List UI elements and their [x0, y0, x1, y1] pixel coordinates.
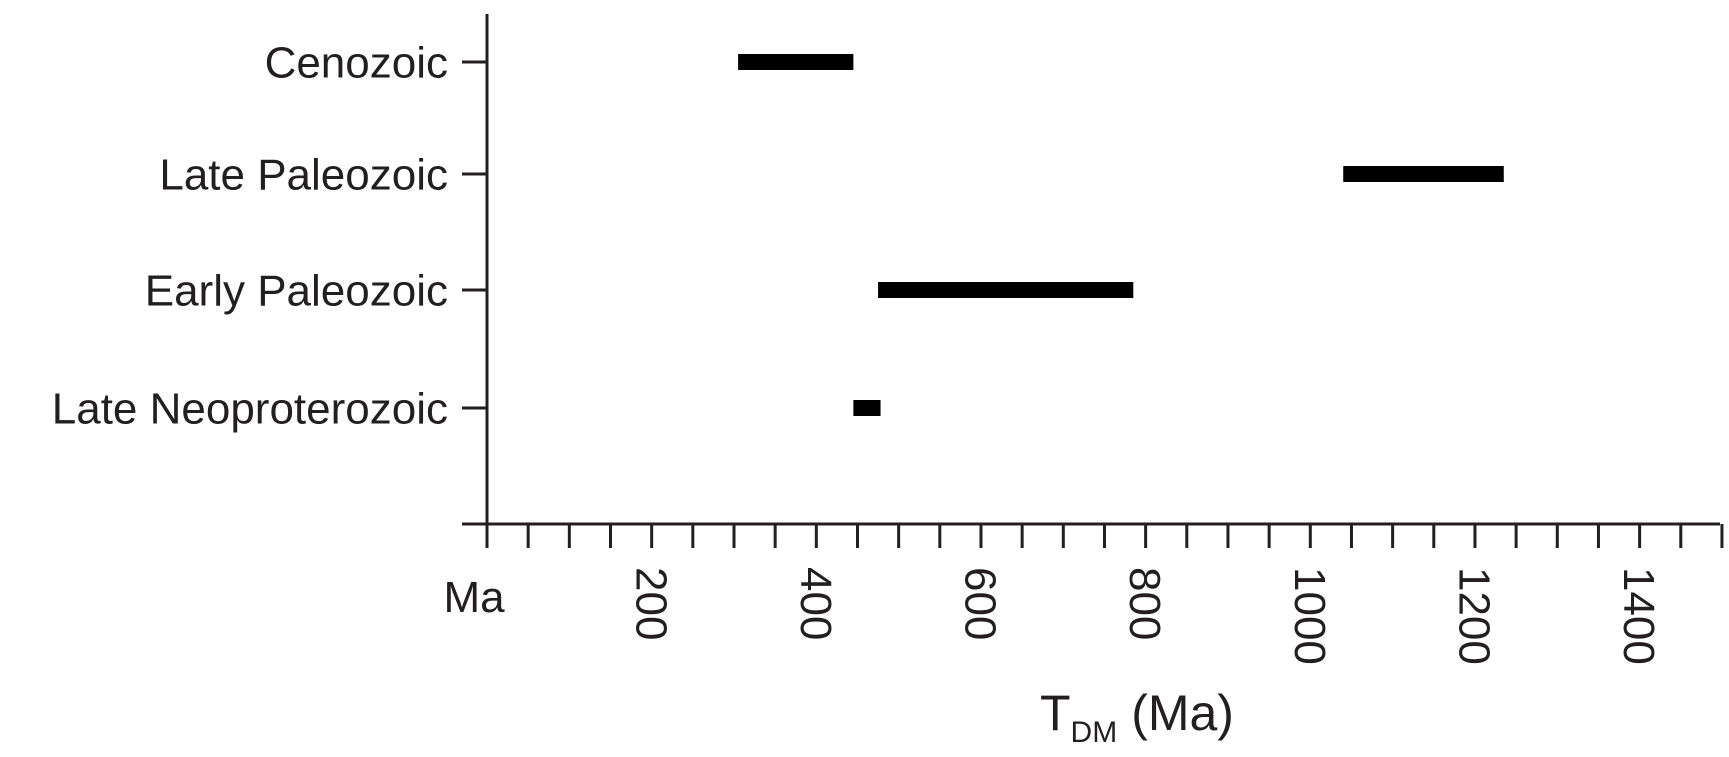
x-tick-label: 1000 — [1285, 567, 1334, 665]
bar-late-paleozoic — [1343, 166, 1504, 182]
category-label: Late Neoproterozoic — [52, 384, 448, 433]
x-axis-title-suffix: (Ma) — [1131, 685, 1234, 741]
x-tick-label: 1200 — [1450, 567, 1499, 665]
category-label: Late Paleozoic — [159, 150, 448, 199]
category-labels: Cenozoic Late Paleozoic Early Paleozoic Lat… — [52, 38, 448, 433]
x-origin-label: Ma — [443, 573, 505, 622]
x-tick-label: 800 — [1120, 567, 1169, 640]
x-tick-labels: 200 400 600 800 1000 1200 1400 — [626, 567, 1663, 665]
x-tick-label: 200 — [626, 567, 675, 640]
category-label: Early Paleozoic — [145, 266, 448, 315]
x-tick-label: 400 — [791, 567, 840, 640]
x-axis: 200 400 600 800 1000 1200 1400 Ma — [443, 522, 1724, 665]
bar-cenozoic — [738, 54, 854, 70]
y-ticks — [462, 60, 487, 526]
category-label: Cenozoic — [265, 38, 448, 87]
x-ticks — [485, 524, 1724, 548]
range-bars — [738, 54, 1504, 416]
x-axis-title: TDM (Ma) — [1040, 685, 1234, 749]
x-tick-label: 600 — [956, 567, 1005, 640]
bar-late-neoproterozoic — [853, 400, 881, 416]
bar-early-paleozoic — [878, 282, 1134, 298]
x-axis-title-subscript: DM — [1071, 716, 1118, 749]
x-tick-label: 1400 — [1614, 567, 1663, 665]
x-axis-title-main: T — [1040, 685, 1071, 741]
